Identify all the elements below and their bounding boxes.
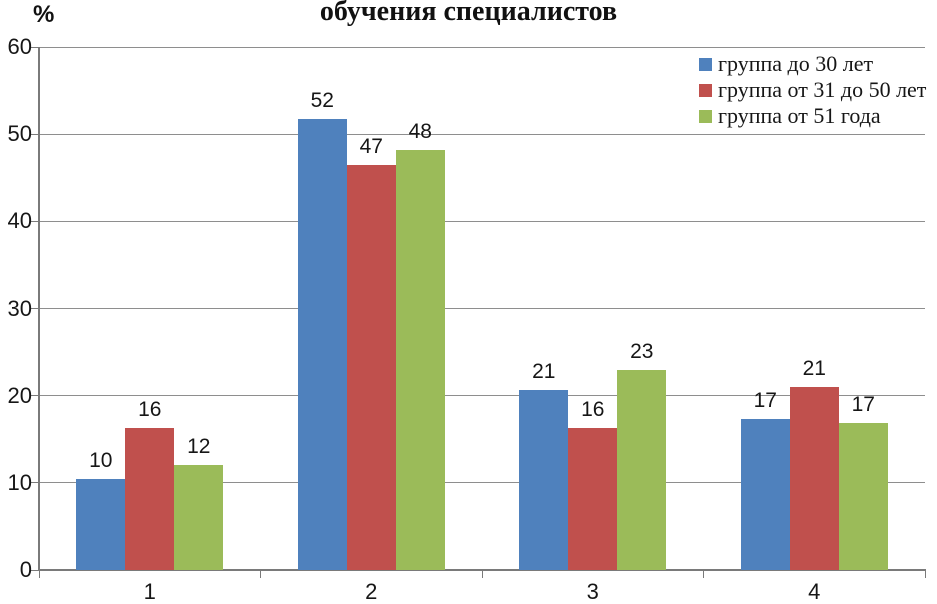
x-tick-mark-4: [924, 570, 926, 578]
legend-label: группа от 31 до 50 лет: [718, 77, 927, 102]
gridline-20: [39, 395, 925, 397]
gridline-10: [39, 482, 925, 484]
y-tick-label-60: 60: [7, 34, 32, 59]
bar-series3-cat2[interactable]: [395, 149, 445, 570]
x-category-label-3: 3: [586, 579, 599, 604]
y-tick-mark-0: [31, 569, 39, 571]
bar-series1-cat3[interactable]: [519, 389, 569, 570]
y-tick-label-0: 0: [19, 557, 32, 582]
gridline-30: [39, 308, 925, 309]
legend-swatch-icon: [699, 57, 712, 71]
y-tick-mark-50: [31, 133, 39, 135]
bar-value-label: 16: [581, 397, 605, 421]
y-tick-mark-30: [31, 308, 39, 309]
gridline-60: [39, 46, 925, 48]
bar-value-label: 17: [851, 392, 875, 416]
bar-value-label: 52: [310, 89, 334, 113]
x-tick-mark-2: [481, 570, 483, 578]
y-tick-mark-20: [31, 395, 39, 397]
legend-swatch-icon: [699, 109, 712, 123]
bar-series2-cat2[interactable]: [346, 164, 396, 570]
legend-item-2: группа от 31 до 50 лет: [699, 77, 926, 103]
legend-item-3: группа от 51 года: [699, 103, 926, 129]
legend-label: группа от 51 года: [718, 103, 881, 128]
bar-value-label: 21: [532, 359, 556, 383]
x-category-label-4: 4: [808, 579, 821, 604]
y-tick-mark-10: [31, 482, 39, 484]
x-tick-mark-3: [703, 570, 704, 578]
bar-value-label: 12: [187, 434, 211, 458]
x-tick-mark-0: [38, 570, 40, 578]
legend: группа до 30 лет группа от 31 до 50 лет гр…: [699, 51, 926, 129]
gridline-50: [39, 133, 925, 135]
bar-value-label: 47: [359, 134, 383, 158]
y-tick-label-40: 40: [7, 208, 32, 234]
bar-value-label: 17: [753, 389, 777, 413]
bar-value-label: 23: [630, 340, 654, 364]
y-tick-mark-40: [31, 220, 39, 222]
bar-value-label: 16: [138, 397, 162, 421]
bar-value-label: 10: [89, 449, 113, 473]
bar-series3-cat4[interactable]: [838, 422, 888, 570]
y-tick-label-50: 50: [7, 121, 32, 147]
bar-value-label: 48: [408, 119, 432, 143]
bar-series3-cat1[interactable]: [174, 464, 224, 570]
bar-series2-cat4[interactable]: [789, 386, 839, 570]
y-tick-label-10: 10: [7, 469, 32, 495]
legend-swatch-icon: [699, 83, 712, 97]
x-tick-mark-1: [260, 570, 261, 578]
x-category-label-2: 2: [365, 579, 378, 604]
bar-series2-cat3[interactable]: [568, 427, 618, 570]
bar-series3-cat3[interactable]: [617, 370, 667, 570]
bar-series1-cat4[interactable]: [740, 419, 790, 570]
gridline-40: [39, 220, 925, 222]
x-category-label-1: 1: [143, 579, 156, 604]
legend-item-1: группа до 30 лет: [699, 51, 926, 77]
bar-series1-cat1[interactable]: [76, 479, 126, 570]
legend-label: группа до 30 лет: [718, 51, 874, 76]
chart-title: обучения специалистов: [319, 0, 618, 27]
bar-series2-cat1[interactable]: [125, 427, 175, 570]
bar-series1-cat2[interactable]: [297, 119, 347, 570]
y-tick-label-30: 30: [7, 295, 32, 321]
y-axis-line: [38, 47, 40, 570]
bar-value-label: 21: [802, 356, 826, 380]
y-tick-mark-60: [31, 46, 39, 48]
y-tick-label-20: 20: [7, 382, 32, 408]
y-axis-unit-label: %: [33, 1, 55, 28]
